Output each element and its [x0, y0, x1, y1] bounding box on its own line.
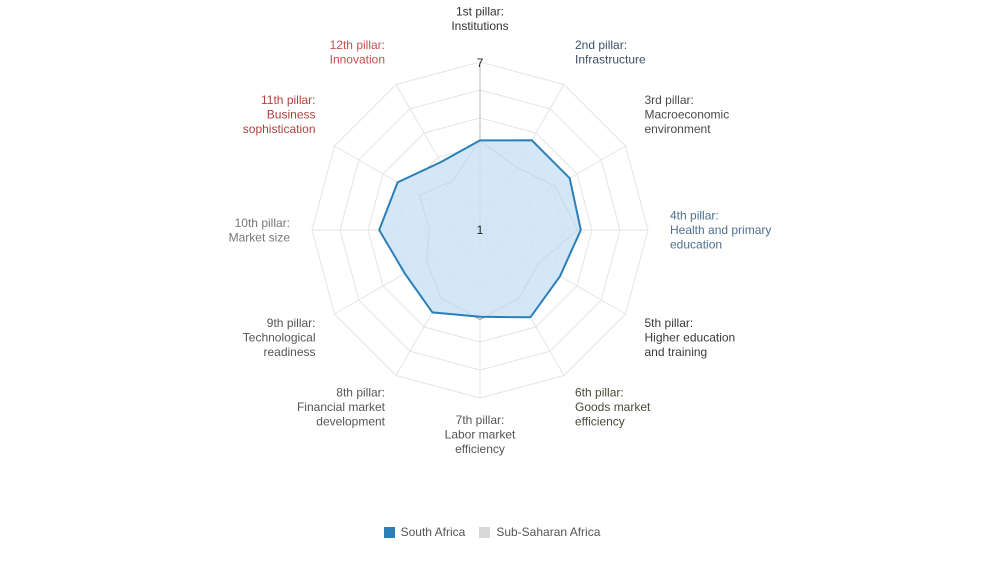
category-label-7-line-2: Labor market	[445, 428, 516, 442]
category-label-5: 5th pillar: Higher education and training	[645, 316, 736, 359]
category-label-8-line-3: development	[316, 415, 385, 429]
category-label-3: 3rd pillar: Macroeconomic environment	[645, 93, 730, 136]
category-label-12-line-1: 12th pillar:	[330, 38, 385, 52]
category-label-2-line-2: Infrastructure	[575, 53, 646, 67]
category-label-1-line-1: 1st pillar:	[456, 5, 504, 19]
category-label-4-line-3: education	[670, 238, 722, 252]
category-label-8-line-2: Financial market	[297, 400, 386, 414]
legend-swatch-south-africa	[383, 526, 395, 538]
category-label-12-line-2: Innovation	[330, 53, 385, 67]
category-label-10: 10th pillar: Market size	[229, 216, 291, 245]
legend-label-south-africa: South Africa	[400, 525, 466, 539]
category-label-9-line-1: 9th pillar:	[267, 316, 316, 330]
legend-item-south-africa[interactable]: South Africa	[383, 525, 466, 539]
category-label-9: 9th pillar: Technological readiness	[243, 316, 316, 359]
category-label-10-line-2: Market size	[229, 230, 291, 244]
legend-label-sub-saharan-africa: Sub-Saharan Africa	[496, 525, 601, 539]
category-label-7: 7th pillar: Labor market efficiency	[445, 413, 516, 456]
category-label-1-line-2: Institutions	[451, 19, 508, 33]
category-label-3-line-2: Macroeconomic	[645, 108, 730, 122]
category-label-3-line-1: 3rd pillar:	[645, 93, 694, 107]
category-label-5-line-2: Higher education	[645, 331, 736, 345]
axis-max-label: 7	[477, 56, 484, 70]
category-label-11-line-1: 11th pillar:	[261, 93, 315, 107]
category-label-7-line-1: 7th pillar:	[456, 413, 505, 427]
category-label-6-line-1: 6th pillar:	[575, 386, 624, 400]
category-label-11-line-3: sophistication	[243, 122, 316, 136]
category-label-4: 4th pillar: Health and primary education	[670, 209, 771, 252]
category-label-9-line-2: Technological	[243, 331, 316, 345]
category-label-5-line-1: 5th pillar:	[645, 316, 694, 330]
category-label-4-line-1: 4th pillar:	[670, 209, 719, 223]
category-label-12: 12th pillar: Innovation	[330, 38, 385, 67]
category-label-2-line-1: 2nd pillar:	[575, 38, 627, 52]
axis-min-label: 1	[477, 223, 484, 237]
category-label-7-line-3: efficiency	[455, 442, 505, 456]
category-label-1: 1st pillar: Institutions	[451, 5, 508, 34]
legend-item-sub-saharan-africa[interactable]: Sub-Saharan Africa	[479, 525, 600, 539]
category-label-3-line-3: environment	[645, 122, 712, 136]
category-label-4-line-2: Health and primary	[670, 223, 771, 237]
legend-swatch-sub-saharan-africa	[479, 526, 491, 538]
category-label-9-line-3: readiness	[263, 345, 315, 359]
category-label-10-line-1: 10th pillar:	[235, 216, 290, 230]
legend: South Africa Sub-Saharan Africa	[0, 525, 984, 539]
category-label-8-line-1: 8th pillar:	[336, 386, 385, 400]
category-label-6-line-2: Goods market	[575, 400, 651, 414]
category-label-8: 8th pillar: Financial market development	[297, 386, 386, 429]
category-label-11-line-2: Business	[267, 108, 316, 122]
category-label-6: 6th pillar: Goods market efficiency	[575, 386, 651, 429]
category-label-5-line-3: and training	[645, 345, 708, 359]
category-label-6-line-3: efficiency	[575, 415, 625, 429]
category-label-2: 2nd pillar: Infrastructure	[575, 38, 646, 67]
series-south-africa	[378, 139, 582, 319]
category-label-11: 11th pillar: Business sophistication	[243, 93, 316, 136]
